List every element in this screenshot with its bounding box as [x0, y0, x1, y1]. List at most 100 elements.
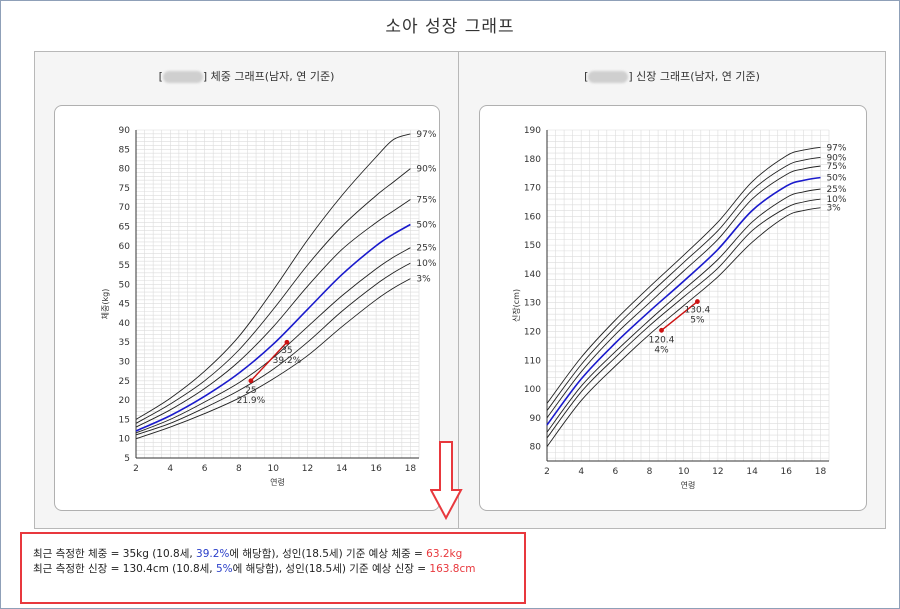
weight-percentile: 39.2%	[196, 548, 230, 560]
y-tick-label: 45	[119, 300, 130, 310]
y-tick-label: 10	[119, 435, 131, 445]
x-tick-label: 8	[236, 464, 242, 474]
percentile-line-90	[135, 168, 411, 424]
grid	[135, 129, 420, 459]
measurement-line	[661, 300, 698, 331]
y-tick-label: 100	[524, 385, 541, 395]
height-percentile: 5%	[215, 563, 233, 575]
y-tick-label: 160	[524, 212, 541, 222]
measurement-percentile-label: 39.2%	[273, 356, 302, 366]
weight-panel: [] 체중 그래프(남자, 연 기준) 5 10 15 20 25 30 35 40 45 50 5…	[34, 51, 459, 529]
x-tick-label: 4	[167, 464, 173, 474]
y-tick-label: 80	[530, 443, 542, 453]
measurement-value-label: 35	[281, 346, 292, 356]
y-tick-label: 40	[119, 319, 131, 329]
down-arrow-icon	[430, 441, 463, 521]
percentile-label: 75%	[826, 162, 846, 172]
percentile-label: 10%	[416, 259, 436, 269]
percentile-label: 10%	[826, 195, 846, 205]
percentile-line-90	[546, 156, 821, 411]
y-tick-label: 25	[119, 377, 130, 387]
percentile-line-25	[135, 247, 411, 434]
measurement-percentile-label: 21.9%	[237, 396, 266, 406]
percentile-label: 3%	[416, 275, 431, 285]
x-axis-label: 연령	[270, 478, 285, 487]
percentile-label: 90%	[416, 165, 436, 175]
height-panel: [] 신장 그래프(남자, 연 기준) 80 90 100 110 120 130 140 1…	[458, 51, 886, 529]
x-tick-label: 2	[133, 464, 139, 474]
weight-chart-title: [] 체중 그래프(남자, 연 기준)	[158, 70, 335, 83]
x-tick-label: 14	[336, 464, 348, 474]
percentile-line-97	[546, 146, 821, 404]
percentile-line-25	[546, 188, 821, 433]
y-tick-label: 90	[119, 126, 131, 136]
weight-summary-text: 최근 측정한 체중 = 35kg (10.8세,	[33, 548, 197, 560]
measurement-value-label: 25	[245, 386, 256, 396]
height-chart-title: [] 신장 그래프(남자, 연 기준)	[584, 70, 760, 83]
redacted-name	[162, 71, 203, 83]
y-axis-label: 체중(kg)	[100, 289, 110, 320]
percentile-line-3	[135, 278, 411, 440]
percentile-label: 97%	[416, 130, 436, 140]
grid	[546, 129, 830, 461]
x-tick-label: 8	[647, 467, 653, 477]
x-tick-label: 18	[815, 467, 827, 477]
x-tick-label: 6	[202, 464, 208, 474]
predicted-weight: 63.2kg	[426, 548, 463, 560]
y-tick-label: 85	[119, 145, 130, 155]
y-tick-label: 5	[124, 454, 130, 464]
summary-box: 최근 측정한 체중 = 35kg (10.8세, 39.2%에 해당함), 성인…	[20, 532, 526, 604]
y-tick-label: 180	[524, 155, 541, 165]
measurement-percentile-label: 5%	[690, 316, 705, 326]
measurement-value-label: 130.4	[685, 306, 711, 316]
weight-summary: 최근 측정한 체중 = 35kg (10.8세, 39.2%에 해당함), 성인…	[33, 546, 462, 561]
x-tick-label: 18	[405, 464, 417, 474]
percentile-line-50	[546, 176, 821, 426]
weight-chart-box: 5 10 15 20 25 30 35 40 45 50 55 60 65 70 75 80 85 90 2 4 6 8 1…	[54, 105, 440, 511]
percentile-line-3	[546, 207, 821, 447]
measurement-value-label: 120.4	[649, 335, 675, 345]
weight-chart-title-text: ] 체중 그래프(남자, 연 기준)	[202, 70, 335, 83]
percentile-label: 50%	[826, 173, 846, 183]
measurement-point	[284, 339, 290, 345]
percentile-line-75	[546, 165, 821, 419]
height-chart-box: 80 90 100 110 120 130 140 150 160 170 180 190 2 4 6 8 10…	[479, 105, 867, 511]
x-tick-label: 12	[712, 467, 723, 477]
y-tick-label: 50	[119, 280, 131, 290]
y-tick-label: 140	[524, 270, 541, 280]
y-tick-label: 90	[530, 414, 542, 424]
y-tick-label: 70	[119, 203, 131, 213]
y-tick-label: 130	[524, 299, 541, 309]
measurement-line	[250, 341, 288, 382]
percentile-label: 97%	[826, 143, 846, 153]
percentile-label: 50%	[416, 221, 436, 231]
y-tick-label: 20	[119, 396, 131, 406]
percentile-line-97	[135, 133, 411, 420]
redacted-name	[588, 71, 629, 83]
height-summary-text-2: 에 해당함), 성인(18.5세) 기준 예상 신장 =	[232, 563, 430, 575]
percentile-label: 3%	[826, 204, 841, 214]
y-tick-label: 150	[524, 241, 541, 251]
y-tick-label: 170	[524, 184, 541, 194]
x-tick-label: 14	[746, 467, 758, 477]
measurement-point	[248, 378, 254, 384]
y-tick-label: 60	[119, 242, 131, 252]
height-chart: 80 90 100 110 120 130 140 150 160 170 180 190 2 4 6 8 10…	[511, 126, 847, 490]
percentile-line-10	[135, 262, 411, 436]
measurement-point	[695, 299, 700, 304]
height-summary-text: 최근 측정한 신장 = 130.4cm (10.8세,	[33, 563, 216, 575]
measurement-point	[659, 327, 664, 333]
page-title: 소아 성장 그래프	[385, 17, 515, 37]
y-tick-label: 75	[119, 184, 130, 194]
y-tick-label: 120	[524, 327, 541, 337]
percentile-line-75	[135, 199, 411, 428]
percentile-line-50	[135, 223, 411, 432]
percentile-line-10	[546, 198, 821, 439]
percentile-label: 90%	[826, 153, 846, 163]
percentile-label: 25%	[826, 185, 846, 195]
height-chart-title-text: ] 신장 그래프(남자, 연 기준)	[628, 70, 760, 83]
y-tick-label: 65	[119, 222, 130, 232]
x-tick-label: 16	[781, 467, 793, 477]
x-axis-label: 연령	[681, 481, 696, 490]
weight-summary-text-2: 에 해당함), 성인(18.5세) 기준 예상 체중 =	[229, 548, 427, 560]
